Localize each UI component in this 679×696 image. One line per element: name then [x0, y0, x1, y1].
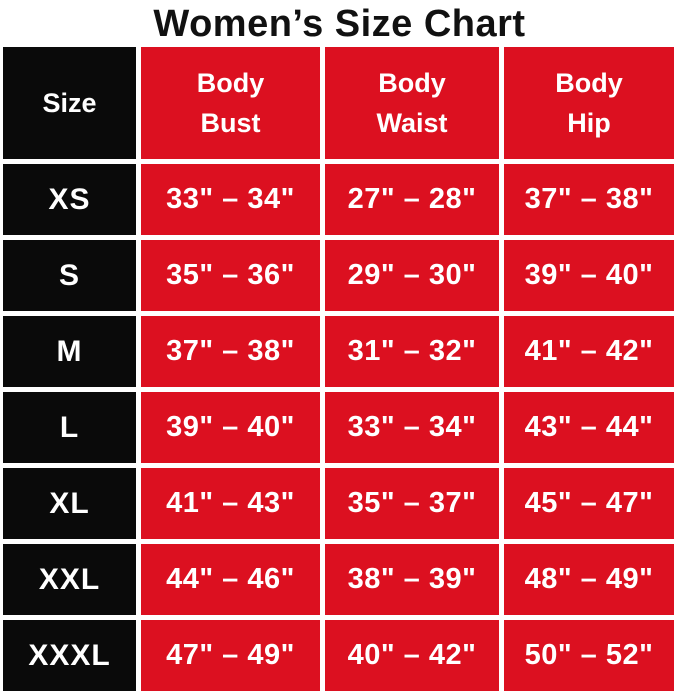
header-hip-cell: Body Hip	[504, 47, 674, 159]
row-xs-hip-cell: 37" – 38"	[504, 164, 674, 235]
header-waist-line1: Body	[378, 68, 446, 98]
row-xxxl-size-cell: XXXL	[3, 620, 136, 691]
row-xl-waist-cell: 35" – 37"	[325, 468, 499, 539]
header-size-label: Size	[42, 88, 97, 118]
size-table: Size Body Bust Body Waist Body Hip XS 33…	[0, 46, 679, 691]
page-title: Women’s Size Chart	[153, 3, 526, 45]
header-hip-line1: Body	[555, 68, 623, 98]
row-s-size-cell: S	[3, 240, 136, 311]
row-l-hip-cell: 43" – 44"	[504, 392, 674, 463]
row-xl-bust-cell: 41" – 43"	[141, 468, 320, 539]
row-m-bust-cell: 37" – 38"	[141, 316, 320, 387]
row-xxxl-waist-cell: 40" – 42"	[325, 620, 499, 691]
row-m-size-cell: M	[3, 316, 136, 387]
row-l-bust-cell: 39" – 40"	[141, 392, 320, 463]
header-waist-line2: Waist	[376, 108, 448, 138]
row-l-size-cell: L	[3, 392, 136, 463]
header-size-cell: Size	[3, 47, 136, 159]
row-l-waist-cell: 33" – 34"	[325, 392, 499, 463]
row-xxl-hip-cell: 48" – 49"	[504, 544, 674, 615]
row-s-bust-cell: 35" – 36"	[141, 240, 320, 311]
row-s-hip-cell: 39" – 40"	[504, 240, 674, 311]
row-xxl-size-cell: XXL	[3, 544, 136, 615]
header-bust-line2: Bust	[200, 108, 261, 138]
row-xl-size-cell: XL	[3, 468, 136, 539]
header-hip-line2: Hip	[567, 108, 611, 138]
row-xxl-bust-cell: 44" – 46"	[141, 544, 320, 615]
row-m-hip-cell: 41" – 42"	[504, 316, 674, 387]
header-bust-line1: Body	[196, 68, 265, 98]
row-xs-bust-cell: 33" – 34"	[141, 164, 320, 235]
row-xxxl-hip-cell: 50" – 52"	[504, 620, 674, 691]
row-m-waist-cell: 31" – 32"	[325, 316, 499, 387]
row-xs-size-cell: XS	[3, 164, 136, 235]
row-xxl-waist-cell: 38" – 39"	[325, 544, 499, 615]
row-xxxl-bust-cell: 47" – 49"	[141, 620, 320, 691]
row-xl-hip-cell: 45" – 47"	[504, 468, 674, 539]
header-waist-cell: Body Waist	[325, 47, 499, 159]
row-xs-waist-cell: 27" – 28"	[325, 164, 499, 235]
row-s-waist-cell: 29" – 30"	[325, 240, 499, 311]
header-bust-cell: Body Bust	[141, 47, 320, 159]
